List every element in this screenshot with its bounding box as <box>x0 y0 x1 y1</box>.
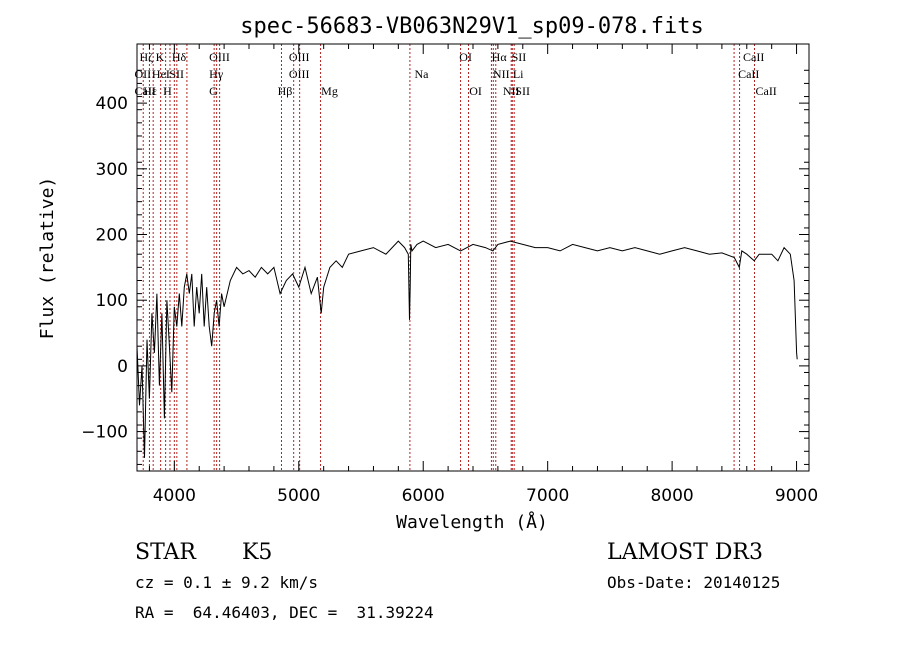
line-label-27: CaII <box>755 84 776 98</box>
line-label-21: G <box>209 84 218 98</box>
y-tick-label-1: 0 <box>117 357 128 377</box>
line-label-20: H <box>163 84 172 98</box>
line-label-0: Hζ <box>139 50 153 64</box>
spectral-line-markers <box>142 44 755 471</box>
plot-frame <box>136 43 810 472</box>
y-axis-label: Flux (relative) <box>37 177 58 340</box>
line-label-13: OIII <box>289 67 310 81</box>
observation-date: Obs-Date: 20140125 <box>607 573 781 592</box>
y-tick-label-0: −100 <box>81 423 128 443</box>
line-label-24: OI <box>469 84 482 98</box>
line-label-8: CaII <box>743 50 764 64</box>
line-label-18: CaII <box>135 84 156 98</box>
line-label-22: Hβ <box>278 84 293 98</box>
line-label-2: Hδ <box>172 50 187 64</box>
chart-title: spec-56683-VB063N29V1_sp09-078.fits <box>240 14 704 39</box>
line-label-11: SII <box>169 67 184 81</box>
x-axis-ticks: 4000 5000 6000 7000 8000 9000 <box>148 44 818 506</box>
y-tick-label-2: 100 <box>96 291 128 311</box>
x-tick-label-3: 7000 <box>526 486 569 506</box>
line-label-4: OIII <box>289 50 310 64</box>
line-label-25: NII <box>503 84 520 98</box>
spectrum-line <box>136 240 798 458</box>
x-tick-label-2: 6000 <box>402 486 445 506</box>
sky-coordinates: RA = 64.46403, DEC = 31.39224 <box>135 603 434 622</box>
x-tick-label-4: 8000 <box>650 486 693 506</box>
line-label-15: NII <box>493 67 510 81</box>
object-subclass: K5 <box>242 540 273 565</box>
line-label-12: Hγ <box>209 67 224 81</box>
y-tick-label-3: 200 <box>96 226 128 246</box>
line-label-1: K <box>156 50 165 64</box>
x-axis-label: Wavelength (Å) <box>396 511 548 533</box>
y-tick-label-5: 400 <box>96 94 128 114</box>
survey-name: LAMOST DR3 <box>607 540 763 565</box>
line-label-5: OI <box>459 50 472 64</box>
line-label-7: SII <box>512 50 527 64</box>
redshift-readout: cz = 0.1 ± 9.2 km/s <box>135 573 319 592</box>
line-label-26: SII <box>515 84 530 98</box>
line-label-19: Hε <box>143 84 157 98</box>
line-label-6: Hα <box>492 50 508 64</box>
line-label-23: Mg <box>321 84 338 98</box>
line-label-16: Li <box>513 67 524 81</box>
x-tick-label-1: 5000 <box>277 486 320 506</box>
y-tick-label-4: 300 <box>96 160 128 180</box>
y-axis-ticks: −100 0 100 200 300 400 <box>81 69 809 465</box>
x-tick-label-5: 9000 <box>775 486 818 506</box>
line-label-10: HeI <box>152 67 170 81</box>
x-tick-label-0: 4000 <box>153 486 196 506</box>
line-label-17: CaII <box>738 67 759 81</box>
object-class: STAR <box>135 540 196 565</box>
line-label-14: Na <box>415 67 430 81</box>
line-label-3: OIII <box>209 50 230 64</box>
